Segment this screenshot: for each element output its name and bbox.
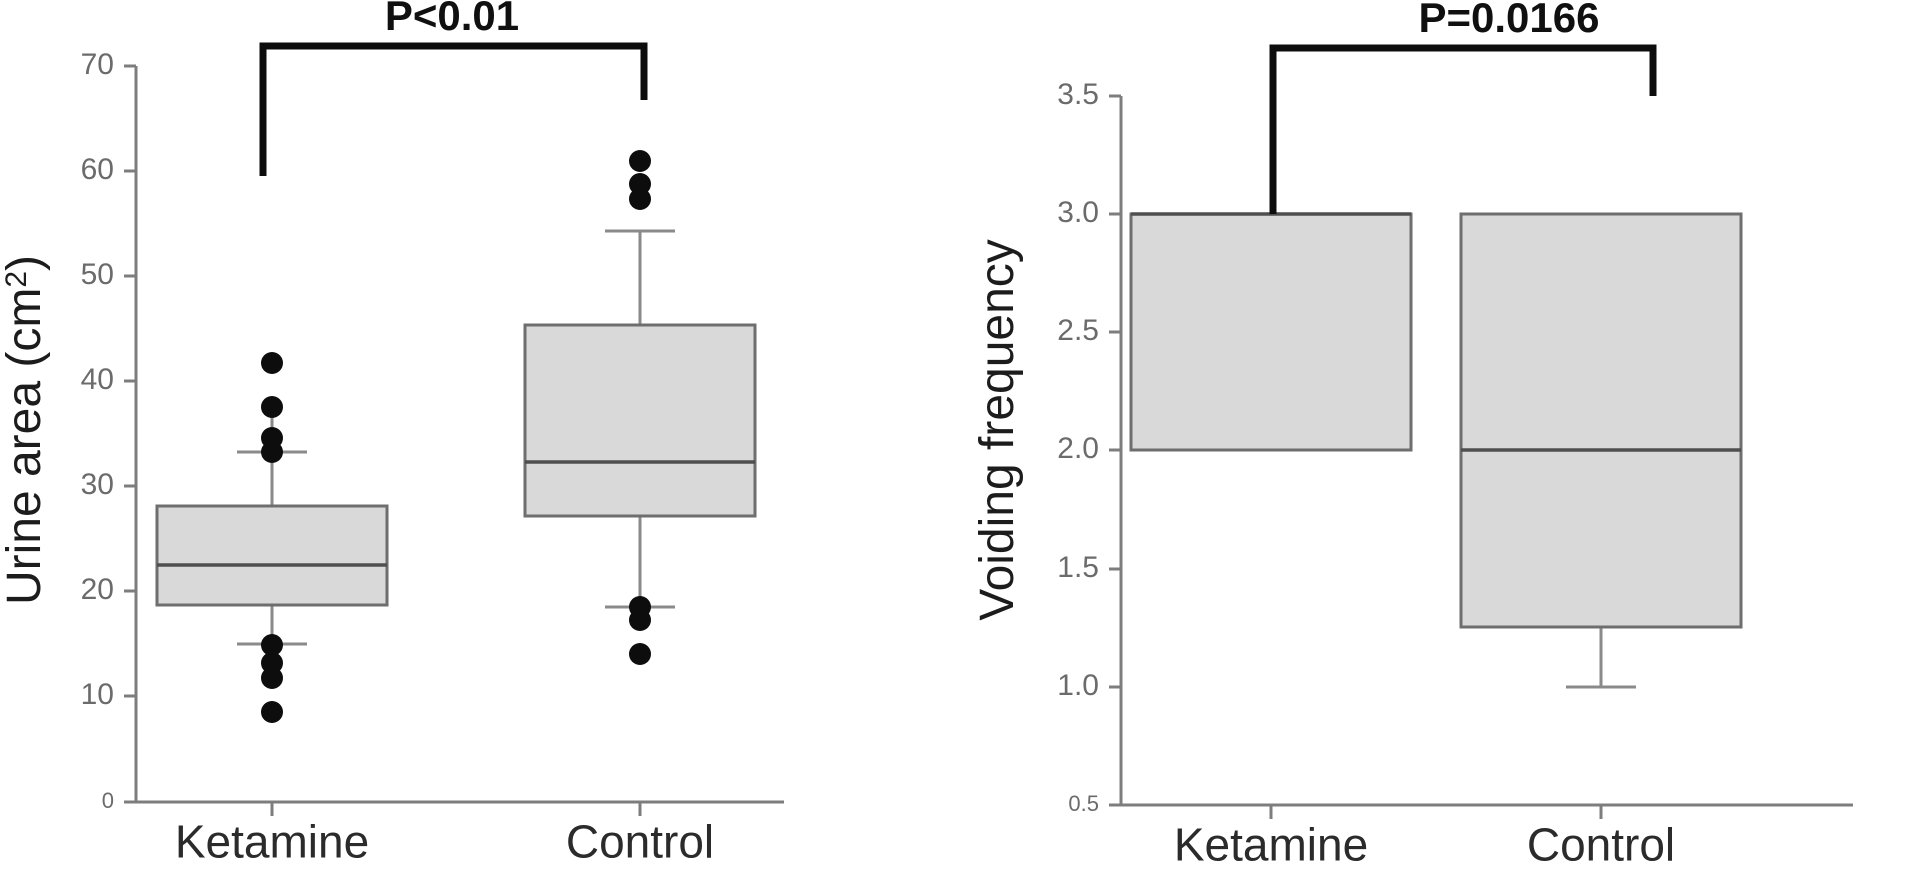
left-y-axis-title-base: Urine area (cm [0, 288, 51, 605]
left-y-axis-title-superscript: 2 [0, 271, 33, 288]
left-box-ketamine [155, 352, 389, 723]
right-box-ketamine [1129, 212, 1413, 452]
left-ytick-label-50: 50 [81, 258, 114, 291]
left-ytick-label-0: 0 [102, 788, 114, 813]
right-ytick-label-2-5: 2.5 [1057, 314, 1099, 347]
left-ketamine-box-rect [155, 504, 389, 607]
left-control-box-rect [523, 323, 757, 518]
left-significance-bracket [259, 42, 648, 176]
left-ytick-label-70: 70 [81, 48, 114, 81]
left-ketamine-outlier [261, 441, 283, 463]
left-control-outlier [629, 150, 651, 172]
right-ytick-label-1-5: 1.5 [1057, 551, 1099, 584]
right-ytick-label-3-0: 3.0 [1057, 196, 1099, 229]
left-control-outlier [629, 188, 651, 210]
right-control-box-rect [1459, 212, 1743, 629]
left-category-label-ketamine: Ketamine [175, 816, 369, 868]
right-category-label-control: Control [1527, 819, 1675, 871]
right-ytick-label-2-0: 2.0 [1057, 432, 1099, 465]
left-ytick-label-10: 10 [81, 678, 114, 711]
right-box-control [1459, 212, 1743, 689]
urine-area-boxplot-svg: Urine area (cm2) 70 60 50 40 30 20 10 0 [0, 0, 784, 868]
right-ytick-label-1-0: 1.0 [1057, 669, 1099, 702]
left-box-control [523, 150, 757, 665]
left-ketamine-outlier [261, 352, 283, 374]
panel-voiding-frequency: Voiding frequency 3.5 3.0 2.5 2.0 1.5 1.… [953, 0, 1913, 886]
left-control-outlier [629, 643, 651, 665]
left-ytick-label-60: 60 [81, 153, 114, 186]
right-category-label-ketamine: Ketamine [1174, 819, 1368, 871]
left-ketamine-outlier [261, 667, 283, 689]
left-ytick-label-40: 40 [81, 363, 114, 396]
right-ketamine-box-rect [1129, 212, 1413, 452]
left-y-axis-title-tail: ) [0, 255, 51, 271]
left-ytick-label-20: 20 [81, 573, 114, 606]
left-ketamine-outlier [261, 701, 283, 723]
right-pvalue-label: P=0.0166 [1418, 0, 1599, 41]
left-ketamine-outlier [261, 634, 283, 656]
right-y-axis-title: Voiding frequency [971, 239, 1024, 621]
left-y-axis-title: Urine area (cm2) [0, 255, 51, 605]
panel-urine-area: Urine area (cm2) 70 60 50 40 30 20 10 0 [0, 0, 784, 868]
left-ketamine-outlier [261, 396, 283, 418]
left-ytick-label-30: 30 [81, 468, 114, 501]
left-control-outlier [629, 609, 651, 631]
right-ytick-label-0-5: 0.5 [1068, 791, 1099, 816]
left-category-label-control: Control [566, 816, 714, 868]
left-pvalue-label: P<0.01 [385, 0, 519, 39]
right-ytick-label-3-5: 3.5 [1057, 78, 1099, 111]
voiding-frequency-boxplot-svg: Voiding frequency 3.5 3.0 2.5 2.0 1.5 1.… [971, 0, 1853, 871]
right-significance-bracket [1269, 44, 1657, 214]
